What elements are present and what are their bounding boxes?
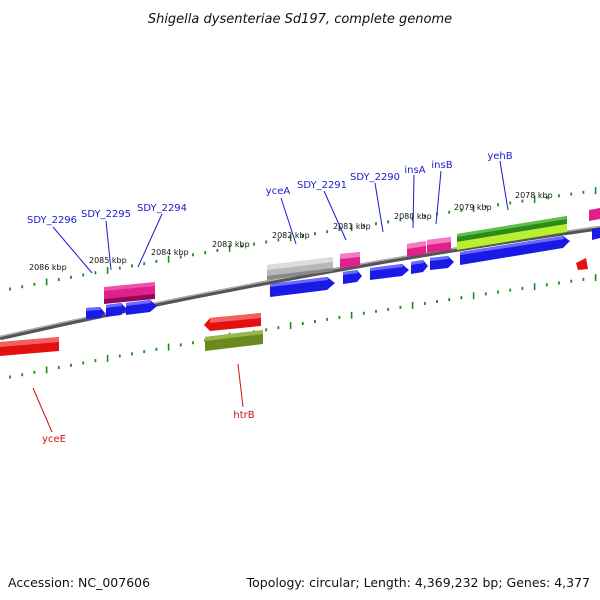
gene-labels: SDY_2296 SDY_2295 SDY_2294 yceA SDY_2291…: [27, 151, 513, 445]
gene-label: SDY_2294: [137, 203, 187, 214]
gene-feature: [340, 252, 360, 268]
gene-feature: [370, 264, 409, 280]
gene-label: SDY_2295: [81, 209, 131, 220]
gene-feature: [407, 241, 426, 257]
gene-feature: [460, 236, 570, 265]
gene-feature: [457, 216, 567, 242]
leader-lines: [32, 160, 509, 433]
gene-feature: [576, 208, 600, 270]
gene-feature: [104, 282, 155, 304]
gene-label: SDY_2290: [350, 172, 400, 183]
kbp-label: 2078 kbp: [515, 191, 553, 200]
accession-text: Accession: NC_007606: [8, 575, 150, 590]
gene-label: htrB: [233, 410, 254, 421]
kbp-label: 2081 kbp: [333, 222, 371, 231]
gene-feature: [427, 237, 451, 253]
gene-label: yceE: [42, 434, 66, 445]
gene-label: yceA: [266, 186, 291, 197]
gene-feature: [270, 277, 335, 297]
kbp-label: 2084 kbp: [151, 248, 189, 257]
gene-feature: [267, 257, 333, 280]
gene-features: [0, 208, 600, 356]
map-title: Shigella dysenteriae Sd197, complete gen…: [148, 12, 452, 27]
gene-feature: [204, 313, 261, 331]
gene-feature: [411, 260, 428, 274]
gene-feature: [430, 256, 454, 270]
gene-feature: [343, 270, 362, 284]
gene-feature: [86, 307, 105, 319]
gene-feature: [106, 303, 127, 317]
kbp-label: 2082 kbp: [272, 231, 310, 240]
gene-feature: [457, 224, 567, 250]
kbp-label: 2079 kbp: [454, 203, 492, 212]
gene-feature: [205, 330, 263, 351]
kbp-label: 2086 kbp: [29, 263, 67, 272]
gene-label: SDY_2291: [297, 180, 347, 191]
gene-feature: [0, 337, 59, 356]
genome-summary-text: Topology: circular; Length: 4,369,232 bp…: [246, 575, 590, 590]
gene-label: yehB: [487, 151, 512, 162]
gene-label: SDY_2296: [27, 215, 77, 226]
gene-feature: [126, 300, 157, 315]
kbp-label: 2083 kbp: [212, 240, 250, 249]
gene-label: insB: [431, 160, 452, 171]
kbp-label: 2085 kbp: [89, 256, 127, 265]
gene-label: insA: [404, 165, 425, 176]
